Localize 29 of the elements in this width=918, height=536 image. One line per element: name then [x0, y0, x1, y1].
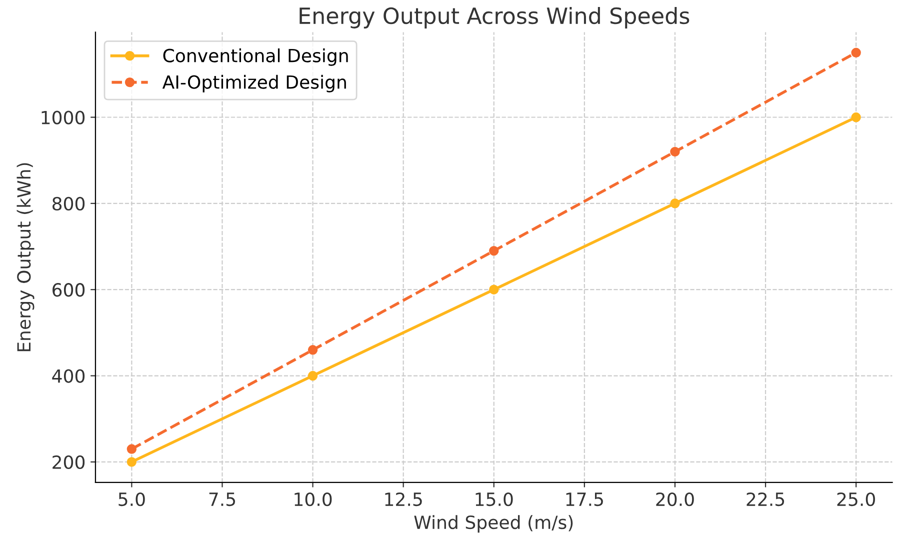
y-axis-title: Energy Output (kWh)	[16, 163, 34, 352]
point	[308, 370, 318, 381]
x-tick-label: 20.0	[656, 492, 694, 506]
point	[489, 284, 499, 294]
legend-label: Conventional Design	[163, 48, 348, 66]
x-tick-label: 17.5	[566, 492, 603, 506]
y-tick-label: 600	[52, 283, 85, 297]
point	[489, 246, 499, 256]
point	[308, 345, 318, 355]
x-tick-label: 10.0	[294, 492, 332, 506]
point	[126, 457, 137, 467]
legend-label: AI-Optimized Design	[162, 74, 346, 92]
point	[126, 444, 137, 454]
y-tick-label: 800	[52, 196, 85, 211]
point	[851, 48, 861, 58]
point	[670, 146, 680, 157]
y-tick-label: 1000	[42, 110, 85, 124]
point	[670, 198, 680, 208]
x-tick-label: 25.0	[837, 492, 875, 506]
x-tick-label: 22.5	[746, 492, 784, 506]
x-tick-label: 12.5	[385, 492, 422, 506]
x-tick-label: 7.5	[209, 492, 236, 506]
y-tick-label: 200	[52, 455, 85, 470]
y-tick-label: 400	[52, 369, 85, 383]
chart-title: Energy Output Across Wind Speeds	[300, 6, 690, 28]
x-axis-title: Wind Speed (m/s)	[414, 515, 573, 533]
x-tick-label: 15.0	[476, 492, 513, 506]
x-tick-label: 5.0	[118, 492, 145, 506]
point	[851, 112, 861, 122]
